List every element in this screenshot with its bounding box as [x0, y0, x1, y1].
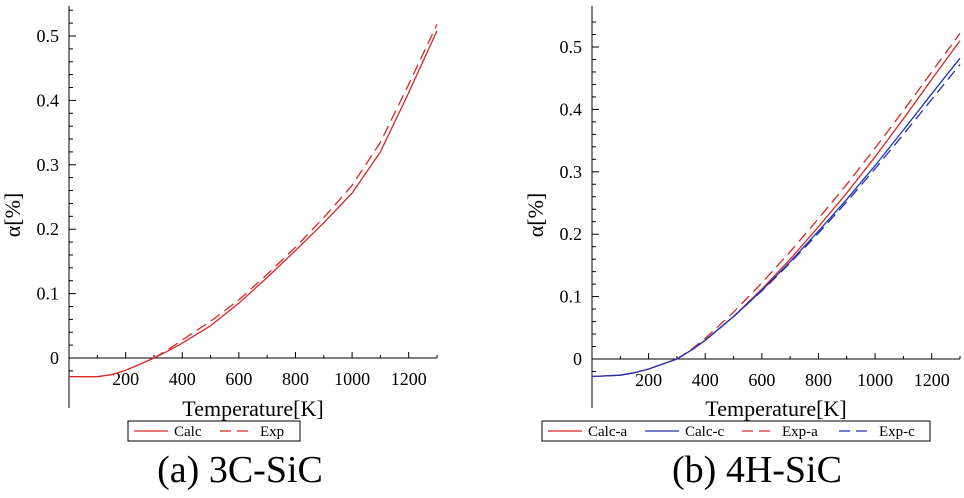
- x-tick-label: 200: [112, 369, 139, 389]
- y-tick-label: 0.4: [560, 99, 583, 119]
- y-tick-label: 0.4: [37, 90, 60, 110]
- y-tick-label: 0.2: [560, 224, 583, 244]
- legend-label: Exp-c: [879, 424, 915, 440]
- x-tick-label: 800: [805, 370, 832, 390]
- y-tick-label: 0: [573, 349, 582, 369]
- x-tick-label: 400: [169, 369, 196, 389]
- x-tick-label: 400: [692, 370, 719, 390]
- legend-label: Calc: [174, 424, 202, 440]
- panel-caption: (a) 3C-SiC: [157, 449, 323, 491]
- series-line-exp-a: [676, 32, 961, 360]
- chart-panel-2: 0 0.1 0.2 0.3 0.4 0.5 200 400 600 800 1000 1200 Temp…: [523, 6, 961, 491]
- y-tick-label: 0.1: [37, 284, 60, 304]
- x-tick-label: 200: [635, 370, 662, 390]
- legend-label: Exp: [260, 424, 284, 440]
- legend: Calc Exp: [127, 420, 301, 442]
- y-axis-label: α[%]: [523, 193, 548, 238]
- legend-box: [127, 420, 301, 442]
- x-axis-label: Temperature[K]: [705, 396, 846, 421]
- y-tick-label: 0.3: [560, 162, 583, 182]
- x-tick-label: 1000: [334, 369, 370, 389]
- x-tick-label: 600: [225, 369, 252, 389]
- panel-caption: (b) 4H-SiC: [672, 449, 842, 491]
- y-axis-label: α[%]: [0, 193, 25, 238]
- y-tick-label: 0.3: [37, 155, 60, 175]
- x-tick-label: 1200: [391, 369, 427, 389]
- x-tick-label: 1200: [914, 370, 950, 390]
- legend-label: Exp-a: [782, 424, 818, 440]
- x-axis-label: Temperature[K]: [182, 396, 323, 421]
- series-line-calc: [69, 30, 438, 378]
- legend-label: Calc-a: [588, 424, 627, 440]
- x-tick-label: 800: [282, 369, 309, 389]
- x-tick-label: 600: [748, 370, 775, 390]
- y-tick-label: 0.5: [560, 37, 583, 57]
- y-tick-label: 0.2: [37, 219, 60, 239]
- series-line-exp-c: [676, 64, 961, 360]
- chart-panel-1: 0 0.1 0.2 0.3 0.4 0.5 200 400 600 800 1000 1200 Temp…: [0, 6, 438, 491]
- legend: Calc-a Calc-c Exp-a Exp-c: [541, 420, 931, 442]
- y-tick-label: 0.5: [37, 26, 60, 46]
- series-line-exp: [153, 24, 438, 359]
- y-tick-label: 0: [50, 348, 59, 368]
- y-tick-label: 0.1: [560, 287, 583, 307]
- legend-box: [541, 420, 931, 442]
- series-line-calc-c: [591, 57, 961, 378]
- series-line-calc-a: [591, 40, 961, 378]
- legend-label: Calc-c: [685, 424, 724, 440]
- x-tick-label: 1000: [857, 370, 893, 390]
